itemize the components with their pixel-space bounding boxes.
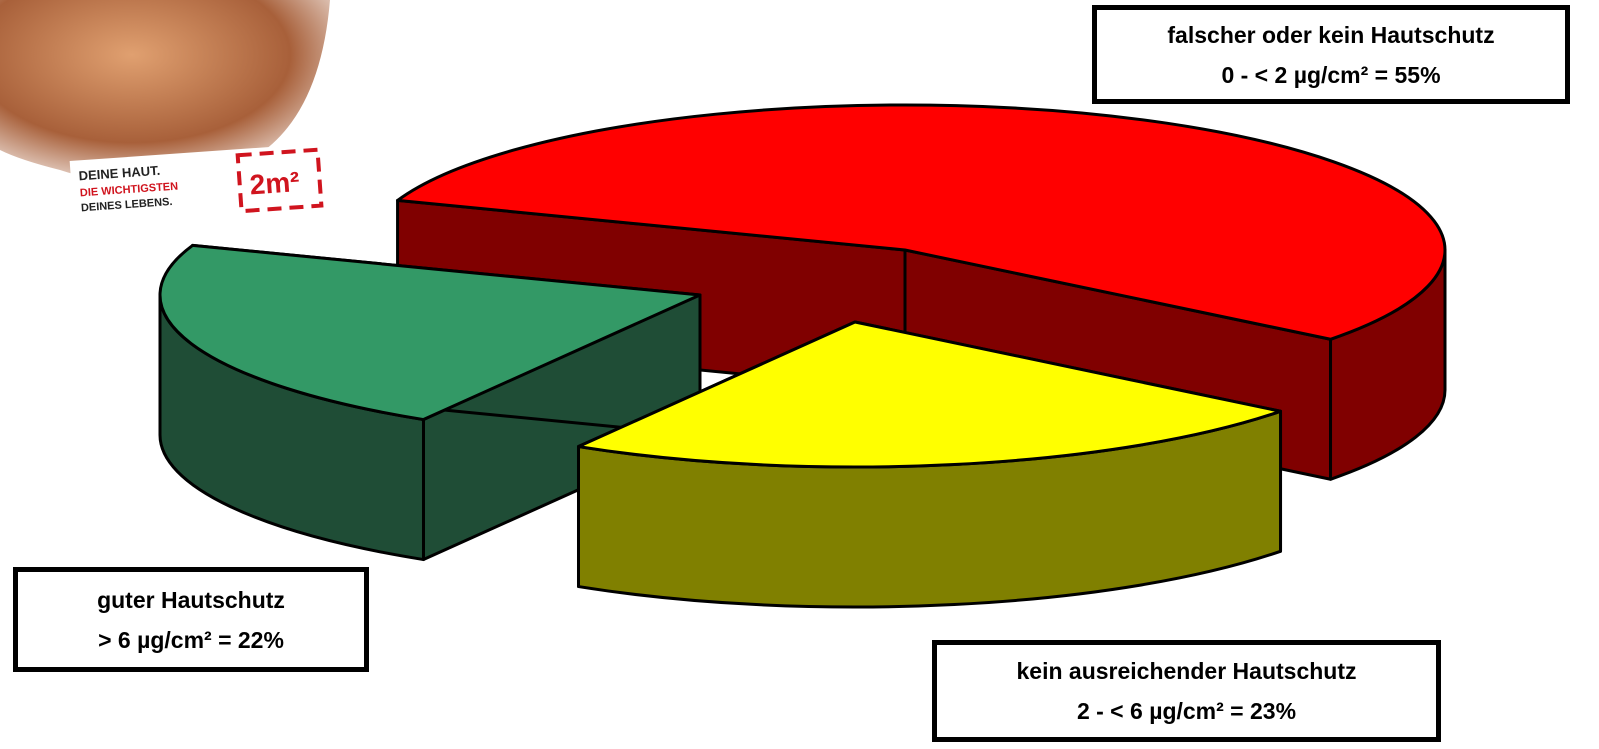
value-label: > 6 µg/cm² = 22% xyxy=(18,620,364,660)
label-box: falscher oder kein Hautschutz 0 - < 2 µg… xyxy=(1092,5,1570,104)
category-label: falscher oder kein Hautschutz xyxy=(1097,15,1565,55)
category-label: guter Hautschutz xyxy=(18,580,364,620)
page: DEINE HAUT. DIE WICHTIGSTEN DEINES LEBEN… xyxy=(0,0,1599,749)
logo-mark: 2m² xyxy=(249,166,301,200)
label-box: guter Hautschutz > 6 µg/cm² = 22% xyxy=(13,567,369,672)
label-box: kein ausreichender Hautschutz 2 - < 6 µg… xyxy=(932,640,1441,742)
category-label: kein ausreichender Hautschutz xyxy=(937,651,1436,691)
value-label: 0 - < 2 µg/cm² = 55% xyxy=(1097,55,1565,95)
value-label: 2 - < 6 µg/cm² = 23% xyxy=(937,691,1436,731)
